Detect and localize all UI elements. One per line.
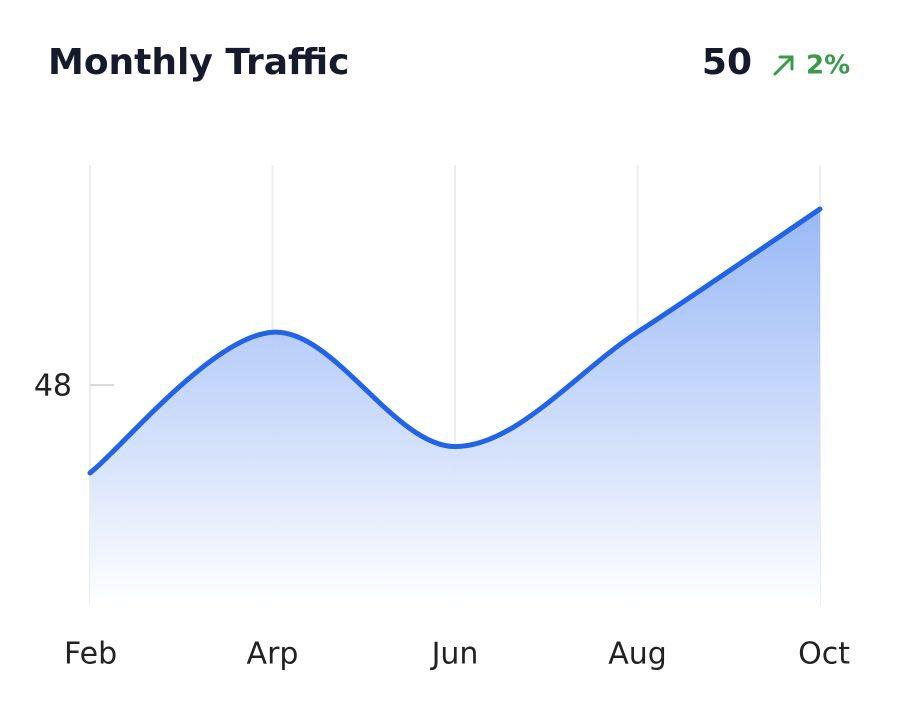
x-tick-label: Jun xyxy=(430,637,479,672)
x-tick-label: Oct xyxy=(798,637,850,672)
line xyxy=(87,206,823,476)
chart-title: Monthly Traffic xyxy=(48,42,350,83)
trend-arrow xyxy=(773,55,794,76)
header-change: 2% xyxy=(806,51,850,81)
y-tick-label: 48 xyxy=(34,369,72,404)
x-tick-label: Feb xyxy=(64,637,117,672)
header-value: 50 xyxy=(702,42,752,83)
area-fill xyxy=(90,209,820,605)
x-tick-label: Aug xyxy=(608,637,667,672)
x-tick-label: Arp xyxy=(247,637,299,672)
